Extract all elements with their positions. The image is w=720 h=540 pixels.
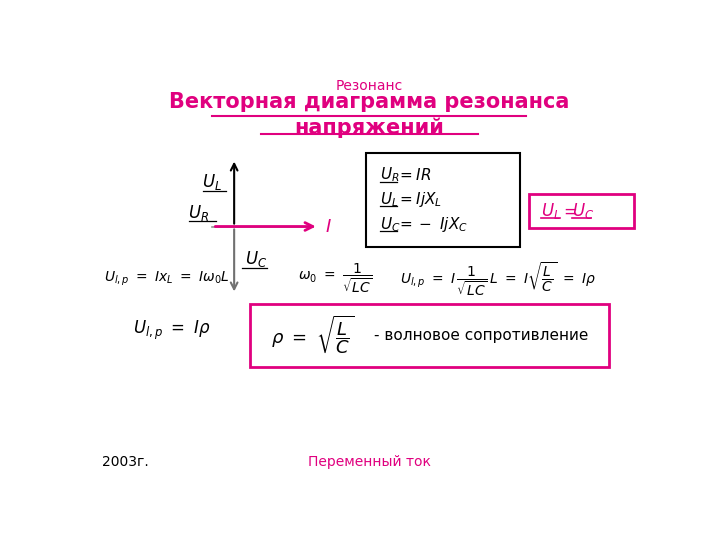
Text: $U_{l,p}\ =\ I\,\dfrac{1}{\sqrt{LC}}\,L\ =\ I\sqrt{\dfrac{L}{C}}\ =\ I\rho$: $U_{l,p}\ =\ I\,\dfrac{1}{\sqrt{LC}}\,L\… [400, 260, 595, 298]
Text: $=-\ IjX_C$: $=-\ IjX_C$ [397, 215, 468, 234]
Text: 2003г.: 2003г. [102, 455, 148, 469]
FancyBboxPatch shape [250, 303, 609, 367]
Text: $I$: $I$ [325, 218, 332, 235]
Text: $U_L$: $U_L$ [541, 201, 561, 221]
Text: $U_C$: $U_C$ [245, 249, 267, 269]
Text: $=\ $: $=\ $ [559, 202, 577, 220]
FancyBboxPatch shape [366, 153, 520, 247]
Text: напряжений: напряжений [294, 117, 444, 138]
Text: $U_C$: $U_C$ [572, 201, 594, 221]
Text: $U_R$: $U_R$ [188, 202, 210, 222]
Text: $\omega_0\ =\ \dfrac{1}{\sqrt{LC}}$: $\omega_0\ =\ \dfrac{1}{\sqrt{LC}}$ [297, 262, 373, 295]
Text: Векторная диаграмма резонанса: Векторная диаграмма резонанса [168, 92, 570, 112]
Text: $U_L$: $U_L$ [380, 190, 398, 209]
Text: $U_L$: $U_L$ [202, 172, 222, 192]
Text: $U_{l,p}\ =\ I\rho$: $U_{l,p}\ =\ I\rho$ [132, 319, 210, 342]
Text: Резонанс: Резонанс [336, 79, 402, 93]
Text: Переменный ток: Переменный ток [307, 455, 431, 469]
Text: $=IR$: $=IR$ [397, 167, 431, 183]
FancyBboxPatch shape [528, 194, 634, 228]
Text: $=IjX_L$: $=IjX_L$ [397, 190, 442, 209]
Text: - волновое сопротивление: - волновое сопротивление [374, 328, 588, 342]
Text: $U_{l,p}\ =\ Ix_L\ =\ I\omega_0 L$: $U_{l,p}\ =\ Ix_L\ =\ I\omega_0 L$ [104, 269, 230, 288]
Text: $\rho\ =\ \sqrt{\dfrac{L}{C}}$: $\rho\ =\ \sqrt{\dfrac{L}{C}}$ [271, 314, 354, 356]
Text: $U_C$: $U_C$ [380, 215, 400, 233]
Text: $U_R$: $U_R$ [380, 166, 400, 184]
